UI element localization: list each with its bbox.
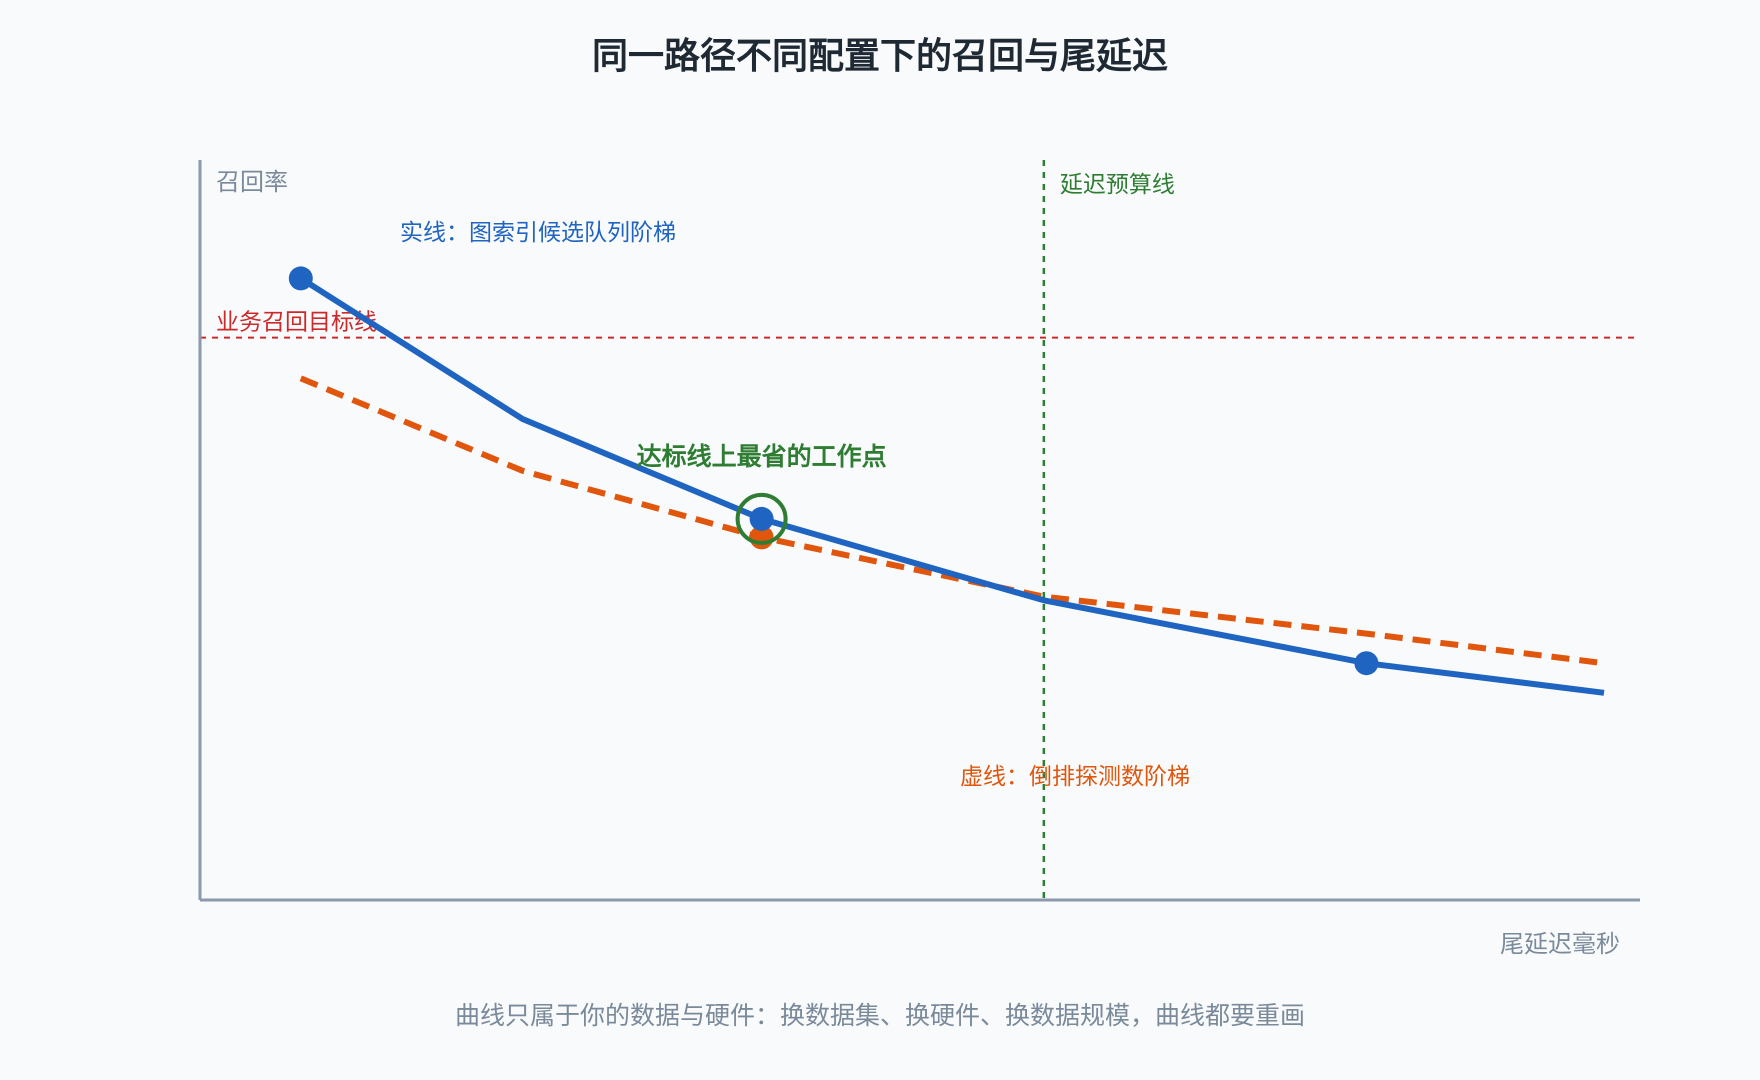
- series-solid: [288, 266, 1605, 696]
- series-dashed: [299, 375, 1605, 667]
- optimal-point-ring: [735, 492, 788, 545]
- x-axis-label: 尾延迟毫秒: [1500, 930, 1620, 958]
- optimal-point-label: 达标线上最省的工作点: [637, 442, 887, 471]
- solid-series-label: 实线：图索引候选队列阶梯: [400, 220, 676, 246]
- footnote: 曲线只属于你的数据与硬件：换数据集、换硬件、换数据规模，曲线都要重画: [455, 1001, 1305, 1030]
- data-point: [288, 266, 313, 291]
- data-point: [749, 506, 774, 531]
- target-recall-label: 业务召回目标线: [216, 310, 377, 336]
- y-axis-label: 召回率: [216, 168, 288, 196]
- reference-lines: 业务召回目标线 延迟预算线: [200, 160, 1640, 900]
- series-line: [299, 375, 1605, 667]
- chart-title: 同一路径不同配置下的召回与尾延迟: [592, 36, 1168, 77]
- dashed-series-label: 虚线：倒排探测数阶梯: [960, 764, 1190, 790]
- series-layer: [288, 266, 1605, 696]
- axes: [198, 160, 1640, 902]
- latency-budget-label: 延迟预算线: [1060, 172, 1175, 198]
- series-line: [299, 275, 1605, 696]
- data-point: [1354, 651, 1379, 676]
